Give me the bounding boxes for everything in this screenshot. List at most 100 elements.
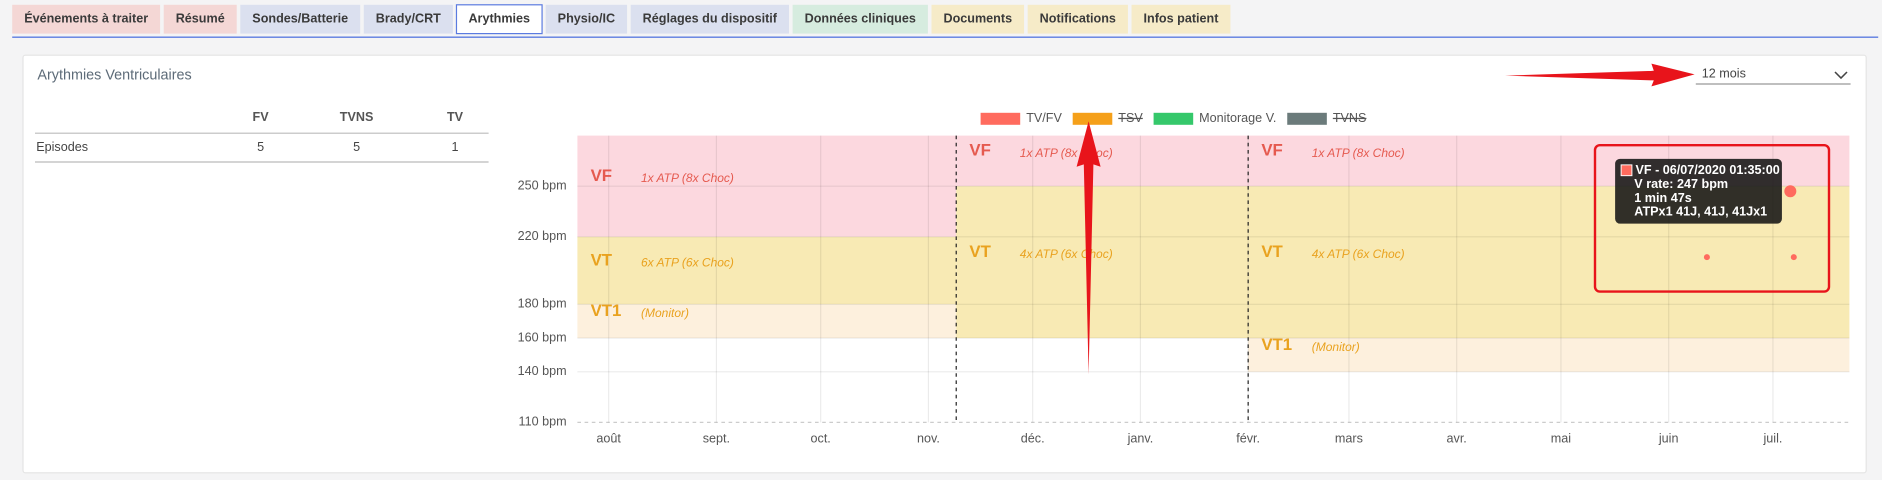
column-header: FV [253, 110, 270, 124]
x-tick-label: févr. [1236, 432, 1260, 446]
column-header: TVNS [340, 110, 374, 124]
legend-item[interactable]: Monitorage V. [1153, 111, 1277, 125]
annotation-arrow [1505, 63, 1695, 87]
chart: 110 bpm 140 bpm 160 bpm 180 bpm 220 bpm 250 b… [518, 111, 1850, 446]
zone-note: 4x ATP (6x Choc) [1312, 247, 1405, 261]
panel-title: Arythmies Ventriculaires [37, 67, 191, 83]
cell: 5 [257, 140, 264, 154]
tooltip-swatch [1620, 164, 1633, 177]
x-tick-label: déc. [1021, 432, 1045, 446]
zone-name: VT1 [591, 301, 622, 320]
annotation-arrow [1076, 121, 1101, 375]
tab[interactable]: Réglages du dispositif [630, 4, 790, 34]
legend-swatch [1153, 112, 1194, 125]
x-tick-label: août [596, 432, 621, 446]
x-tick-label: juil. [1762, 432, 1782, 446]
zone-name: VT1 [1261, 335, 1292, 354]
legend-swatch [980, 112, 1021, 125]
tab-label[interactable]: Événements à traiter [24, 11, 148, 26]
tab-label[interactable]: Brady/CRT [376, 12, 441, 26]
legend-label[interactable]: TVNS [1333, 111, 1367, 125]
tooltip-line: ATPx1 41J, 41J, 41Jx1 [1634, 205, 1767, 219]
tab[interactable]: Notifications [1027, 4, 1128, 34]
zone-name: VF [591, 166, 612, 185]
tab[interactable]: Données cliniques [792, 4, 928, 34]
zone-name: VT [969, 242, 991, 261]
tab-background [630, 4, 790, 34]
legend-item[interactable]: TVNS [1287, 111, 1366, 125]
tab[interactable]: Brady/CRT [363, 4, 453, 34]
tab-label[interactable]: Documents [944, 12, 1013, 26]
zone-band [956, 186, 1249, 339]
x-tick-label: mars [1335, 432, 1363, 446]
x-tick-label: sept. [703, 432, 730, 446]
tab[interactable]: Documents [931, 4, 1025, 34]
tooltip-line: V rate: 247 bpm [1634, 177, 1728, 191]
y-tick-label: 220 bpm [518, 229, 567, 243]
tab-background [163, 4, 237, 34]
x-tick-label: juin [1658, 432, 1679, 446]
tab-label[interactable]: Arythmies [468, 12, 530, 26]
tab-background [12, 4, 161, 34]
cell: 1 [451, 140, 458, 154]
tab[interactable]: Physio/IC [545, 4, 628, 34]
tab[interactable]: Événements à traiter [12, 4, 161, 34]
data-point[interactable] [1784, 185, 1797, 198]
zone-note: (Monitor) [641, 306, 689, 320]
x-tick-label: oct. [811, 432, 831, 446]
tab-label[interactable]: Données cliniques [805, 12, 916, 26]
legend-item[interactable]: TV/FV [980, 111, 1063, 125]
tab-label[interactable]: Réglages du dispositif [643, 12, 778, 26]
tooltip-line: VF - 06/07/2020 01:35:00 [1636, 163, 1780, 177]
tab-background [931, 4, 1025, 34]
episodes-table: FV TVNS TV Episodes 5 5 1 [34, 110, 489, 163]
row-label: Episodes [36, 140, 88, 154]
data-point[interactable] [1703, 254, 1710, 261]
zone-note: 1x ATP (8x Choc) [641, 171, 734, 185]
zone-band [577, 236, 957, 305]
tab-background [363, 4, 453, 34]
zone-name: VF [1261, 141, 1282, 160]
tooltip-line: 1 min 47s [1634, 191, 1691, 205]
x-tick-label: avr. [1447, 432, 1467, 446]
tab-background [792, 4, 928, 34]
y-tick-label: 160 bpm [518, 330, 567, 344]
tab[interactable]: Infos patient [1131, 4, 1231, 34]
tab-label[interactable]: Infos patient [1144, 12, 1220, 26]
tooltip: VF - 06/07/2020 01:35:00V rate: 247 bpm1… [1615, 158, 1782, 224]
tab-background [545, 4, 628, 34]
zone-name: VT [1261, 242, 1283, 261]
tab-label[interactable]: Physio/IC [558, 12, 615, 26]
y-tick-label: 250 bpm [518, 179, 567, 193]
zone-band [577, 304, 957, 339]
x-tick-label: nov. [917, 432, 940, 446]
tab[interactable]: Sondes/Batterie [240, 4, 361, 34]
legend-label[interactable]: Monitorage V. [1199, 111, 1276, 125]
zone-note: 4x ATP (6x Choc) [1020, 247, 1113, 261]
zone-note: (Monitor) [1312, 340, 1360, 354]
y-tick-label: 110 bpm [519, 415, 567, 429]
zone-name: VF [969, 141, 990, 160]
period-value[interactable]: 12 mois [1702, 67, 1746, 81]
tab[interactable]: Résumé [163, 4, 237, 34]
zone-band [956, 135, 1249, 187]
tab[interactable]: Arythmies [455, 4, 543, 35]
zone-band [577, 135, 957, 237]
zone-name: VT [591, 250, 613, 269]
legend-label[interactable]: TV/FV [1026, 111, 1062, 125]
data-point[interactable] [1790, 254, 1797, 261]
zone-note: 6x ATP (6x Choc) [641, 256, 734, 270]
tab-background [240, 4, 361, 34]
period-select[interactable]: 12 mois [1695, 67, 1851, 85]
tab-label[interactable]: Notifications [1040, 12, 1116, 26]
tab-label[interactable]: Sondes/Batterie [252, 12, 348, 26]
annotation-box [1593, 144, 1831, 293]
tooltip-box [1615, 158, 1782, 224]
legend-swatch [1287, 112, 1327, 125]
zone-note: 1x ATP (8x Choc) [1020, 146, 1113, 160]
legend-item[interactable]: TSV [1072, 111, 1144, 125]
tab-label[interactable]: Résumé [176, 12, 225, 26]
legend-label[interactable]: TSV [1118, 111, 1143, 125]
